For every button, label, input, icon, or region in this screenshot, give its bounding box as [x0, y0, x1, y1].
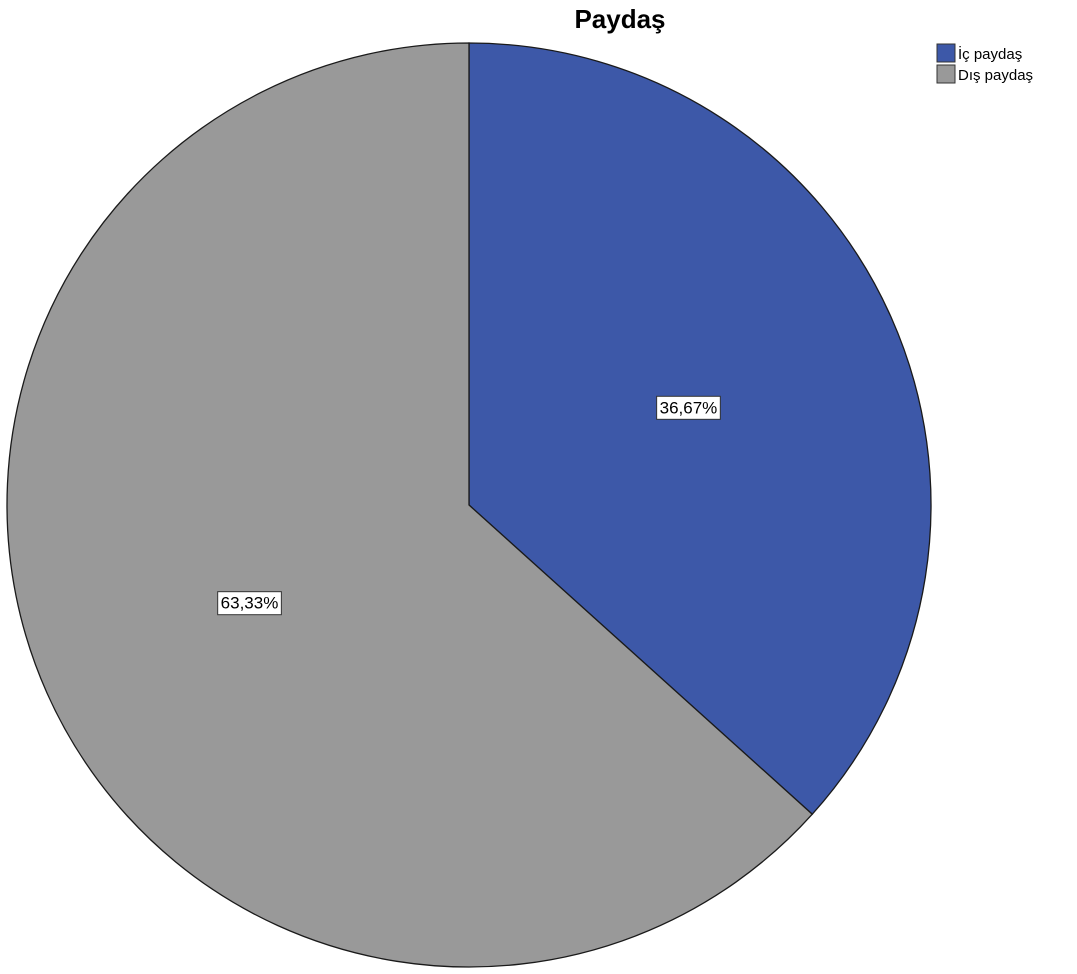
- data-label-box: [217, 591, 282, 616]
- legend-swatch: [936, 43, 956, 63]
- legend-item: İç paydaş: [936, 43, 1022, 63]
- chart-title: Paydaş: [574, 4, 665, 34]
- data-label: 63,33%: [217, 591, 282, 616]
- pie-slice: [6, 42, 814, 968]
- legend: İç paydaş Dış paydaş: [936, 43, 1033, 84]
- data-label-text: 36,67%: [660, 398, 718, 417]
- legend-label: İç paydaş: [958, 45, 1022, 63]
- legend-swatch: [936, 64, 956, 84]
- data-label-box: [656, 395, 721, 420]
- data-label-text: 63,33%: [221, 594, 279, 613]
- data-label: 36,67%: [656, 395, 721, 420]
- pie-data-labels: 36,67% 63,33%: [217, 395, 721, 616]
- pie-slice: [468, 42, 932, 816]
- legend-item: Dış paydaş: [936, 64, 1033, 84]
- pie-slices: [6, 42, 932, 968]
- legend-label: Dış paydaş: [958, 67, 1033, 84]
